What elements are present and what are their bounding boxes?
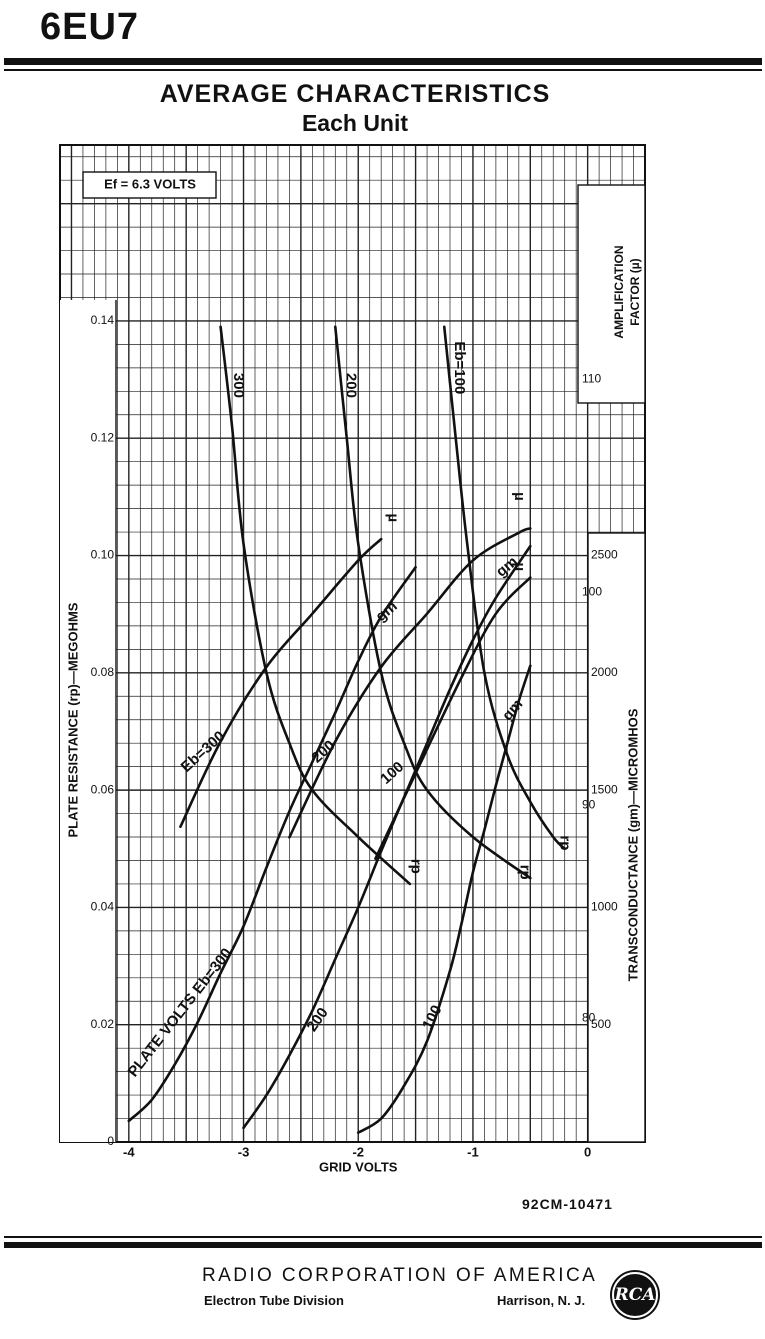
rp-tick-label: 0 (107, 1134, 114, 1148)
curve-label: µ (511, 562, 528, 571)
left-axis-panel (60, 300, 116, 1142)
chart-subtitle: Each Unit (301, 110, 409, 136)
footer-rule (4, 1236, 762, 1238)
curve-label: PLATE VOLTS Eb=300 (125, 945, 236, 1080)
curve-label: Eb=100 (451, 341, 468, 394)
header-rule (4, 58, 762, 65)
chart-code: 92CM-10471 (522, 1196, 613, 1212)
rca-logo-text: RCA (612, 1272, 658, 1318)
x-tick-label: -4 (123, 1144, 135, 1159)
x-tick-label: 0 (584, 1144, 591, 1159)
mu-axis-panel (577, 184, 646, 404)
annotation-text: Ef = 6.3 VOLTS (104, 176, 196, 191)
mu-tick-label: 100 (582, 585, 602, 599)
rp-tick-label: 0.02 (91, 1017, 115, 1031)
gm-axis-label: TRANSCONDUCTANCE (gm)—MICROMHOS (625, 708, 640, 981)
series-gm-curve (356, 664, 532, 1134)
mu-axis-label-2: FACTOR (µ) (628, 258, 642, 325)
rp-tick-label: 0.06 (91, 782, 115, 796)
footer-location: Harrison, N. J. (497, 1293, 586, 1308)
series-mu-curve (179, 537, 383, 829)
gm-tick-label: 1500 (591, 782, 618, 796)
curve-label: 200 (342, 373, 359, 398)
x-tick-label: -1 (467, 1144, 479, 1159)
curve-label: rp (557, 835, 574, 850)
gm-tick-label: 2500 (591, 548, 618, 562)
x-tick-label: -3 (238, 1144, 250, 1159)
rp-tick-label: 0.14 (91, 313, 115, 327)
header-rule-thin (4, 69, 762, 71)
x-axis-label: GRID VOLTS (319, 1159, 398, 1174)
curve-label: µ (511, 492, 528, 501)
curve-label: 300 (230, 373, 247, 398)
curve-label: 200 (304, 1005, 332, 1035)
curve-label: µ (385, 513, 402, 522)
series-gm-curve (127, 565, 417, 1123)
mu-tick-label: 80 (582, 1011, 596, 1025)
curve-label: rp (408, 859, 425, 874)
series-gm-curve (242, 544, 532, 1130)
curve-label: 100 (377, 758, 407, 787)
curve-label: 100 (419, 1002, 446, 1032)
mu-tick-label: 90 (582, 798, 596, 812)
gm-tick-label: 500 (591, 1017, 611, 1031)
gm-axis-panel (587, 532, 646, 1143)
footer-rule-thick (4, 1242, 762, 1248)
x-tick-label: -2 (352, 1144, 364, 1159)
footer-company: RADIO CORPORATION OF AMERICA (202, 1265, 598, 1286)
rp-tick-label: 0.04 (91, 900, 115, 914)
series-rp-curve (333, 325, 532, 880)
curve-label: gm (493, 553, 521, 580)
series-rp-curve (219, 325, 412, 886)
footer-division: Electron Tube Division (204, 1293, 344, 1308)
mu-tick-label: 110 (582, 372, 601, 386)
chart-grid (60, 145, 646, 1143)
rp-tick-label: 0.10 (91, 548, 115, 562)
rca-logo: RCA (610, 1270, 660, 1320)
rp-axis-label: PLATE RESISTANCE (rp)—MEGOHMS (65, 602, 80, 837)
gm-tick-label: 1000 (591, 900, 618, 914)
rp-tick-label: 0.08 (91, 665, 115, 679)
curve-label: gm (372, 598, 400, 625)
series-rp-curve (442, 325, 567, 851)
chart-title: AVERAGE CHARACTERISTICS (159, 80, 551, 108)
series-mu-curve (288, 527, 532, 839)
rp-tick-label: 0.12 (91, 430, 115, 444)
chart-curves (127, 325, 567, 1134)
gm-tick-label: 2000 (591, 665, 618, 679)
curve-label: rp (517, 865, 534, 880)
mu-axis-label-1: AMPLIFICATION (612, 245, 626, 338)
plot-frame (59, 144, 646, 1143)
tube-type-heading: 6EU7 (40, 6, 140, 48)
annotation-box (82, 171, 217, 199)
